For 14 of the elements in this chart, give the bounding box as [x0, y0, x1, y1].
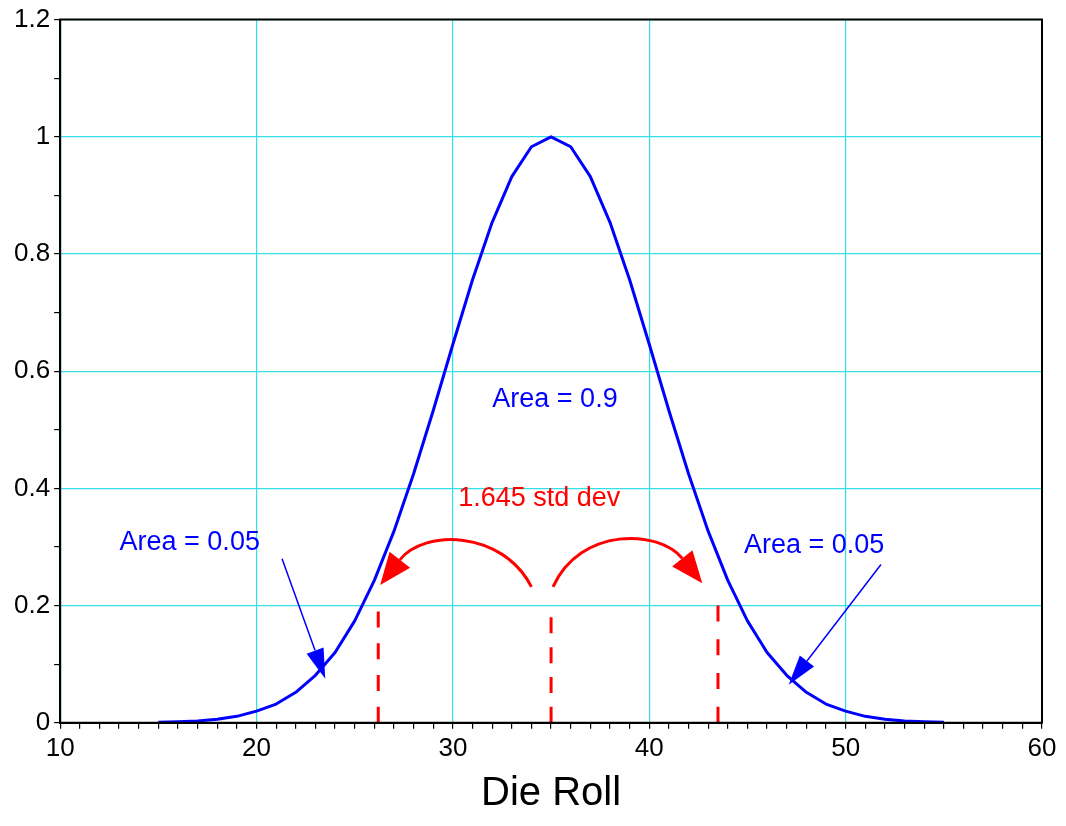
- annotation: Area = 0.9: [492, 382, 618, 414]
- x-tick-label: 20: [242, 731, 271, 762]
- y-tick-label: 1.2: [13, 2, 51, 33]
- annotation: 1.645 std dev: [458, 481, 621, 513]
- y-tick-label: 0.2: [13, 588, 51, 619]
- x-axis-title: Die Roll: [481, 769, 622, 814]
- x-tick-label: 60: [1027, 731, 1057, 762]
- y-tick-label: 1: [35, 119, 51, 150]
- y-tick-label: 0.4: [13, 471, 51, 502]
- x-tick-label: 30: [438, 731, 468, 762]
- y-tick-label: 0.6: [13, 354, 51, 385]
- x-tick-label: 40: [634, 731, 664, 762]
- x-tick-label: 50: [831, 731, 861, 762]
- y-tick-label: 0.8: [13, 237, 51, 268]
